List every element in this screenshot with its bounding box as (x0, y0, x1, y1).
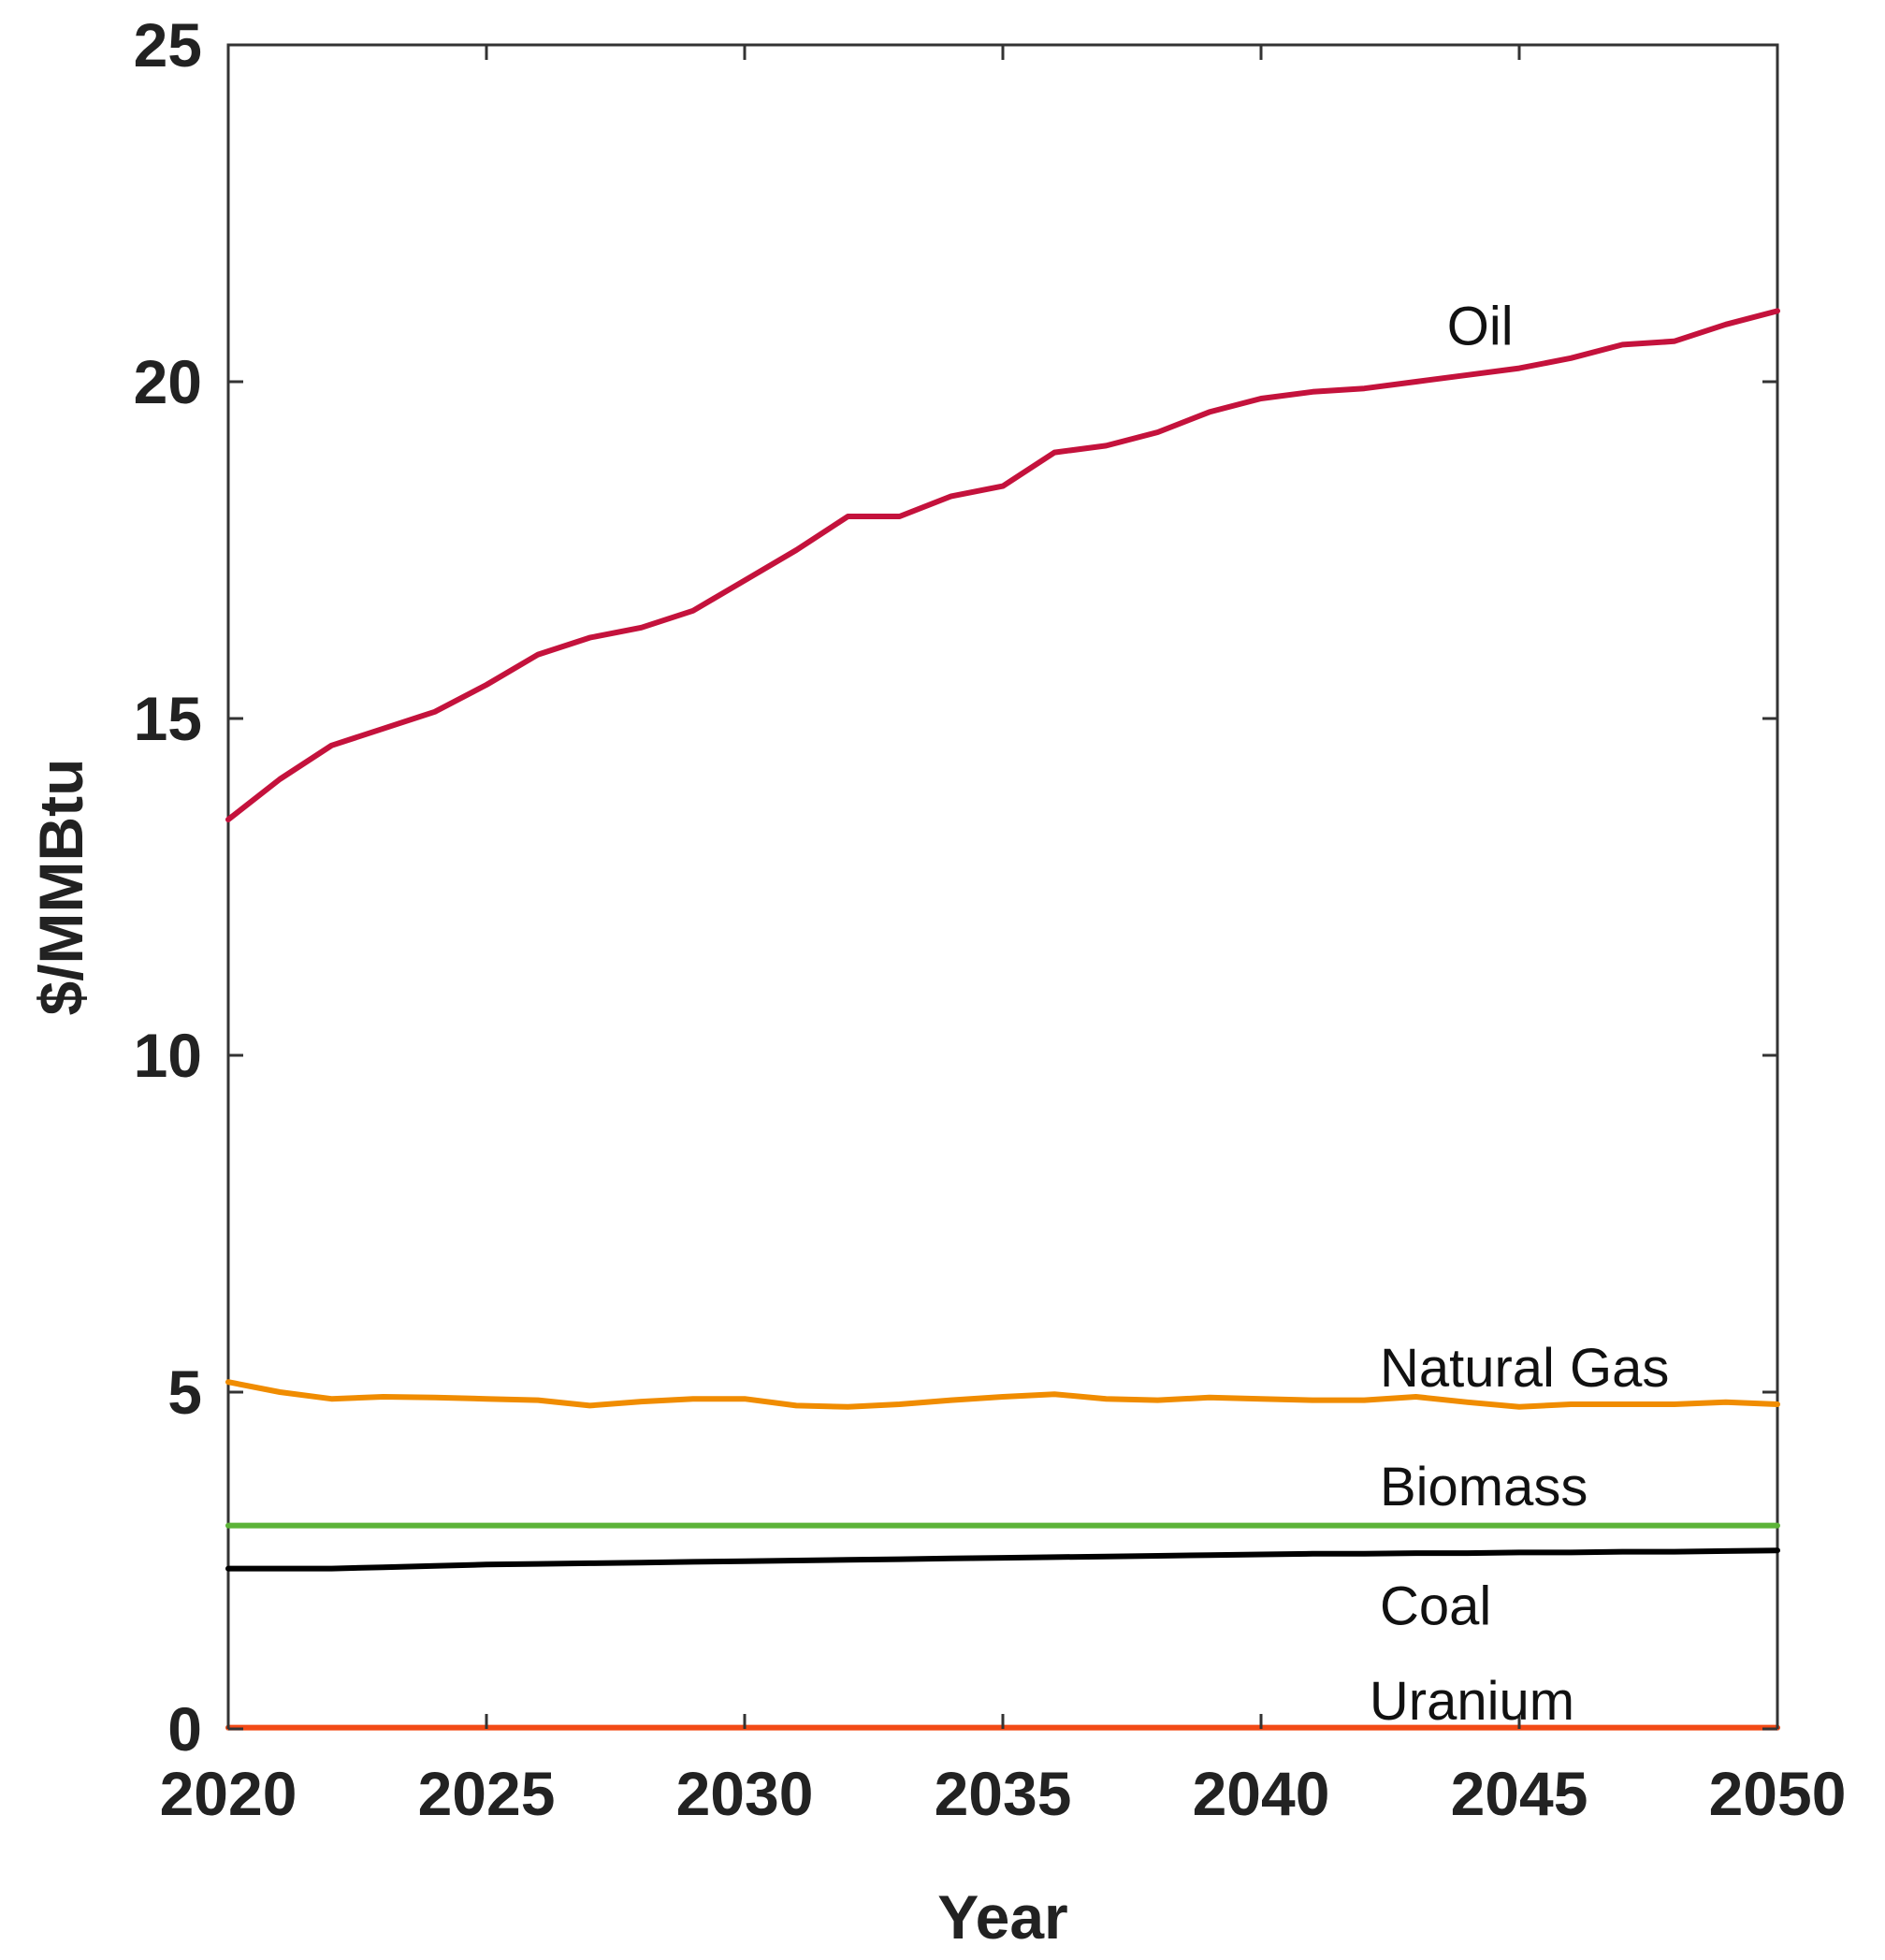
x-tick-label: 2045 (1451, 1759, 1588, 1828)
y-tick-label: 20 (134, 347, 202, 416)
x-tick-label: 2040 (1193, 1759, 1330, 1828)
plot-area (226, 43, 1779, 1731)
series-line-coal (225, 1547, 1780, 1572)
x-tick-label: 2020 (160, 1759, 297, 1828)
series-line-oil (225, 308, 1780, 822)
x-tick-label: 2050 (1709, 1759, 1847, 1828)
x-tick-label: 2030 (676, 1759, 814, 1828)
y-tick-label: 15 (134, 684, 202, 753)
x-tick-label: 2025 (418, 1759, 556, 1828)
x-tick-label: 2035 (935, 1759, 1072, 1828)
series-line-natural-gas (225, 1379, 1780, 1410)
series-label-oil: Oil (1447, 296, 1514, 356)
y-axis-title: $/MMBtu (26, 759, 95, 1016)
y-tick-label: 25 (134, 10, 202, 80)
y-tick-label: 0 (167, 1694, 202, 1764)
x-axis-title: Year (937, 1882, 1067, 1952)
y-axis: 0 5 10 15 20 25 (134, 10, 1777, 1764)
series-label-natural-gas: Natural Gas (1380, 1338, 1669, 1399)
y-tick-label: 10 (134, 1021, 202, 1090)
series-label-coal: Coal (1380, 1575, 1491, 1636)
x-axis: 2020 2025 2030 2035 2040 2045 2050 (160, 45, 1847, 1828)
y-tick-label: 5 (167, 1357, 202, 1427)
series-labels: Oil Natural Gas Biomass Coal Uranium (1370, 296, 1670, 1732)
series-label-biomass: Biomass (1380, 1457, 1588, 1517)
series-label-uranium: Uranium (1370, 1671, 1574, 1732)
